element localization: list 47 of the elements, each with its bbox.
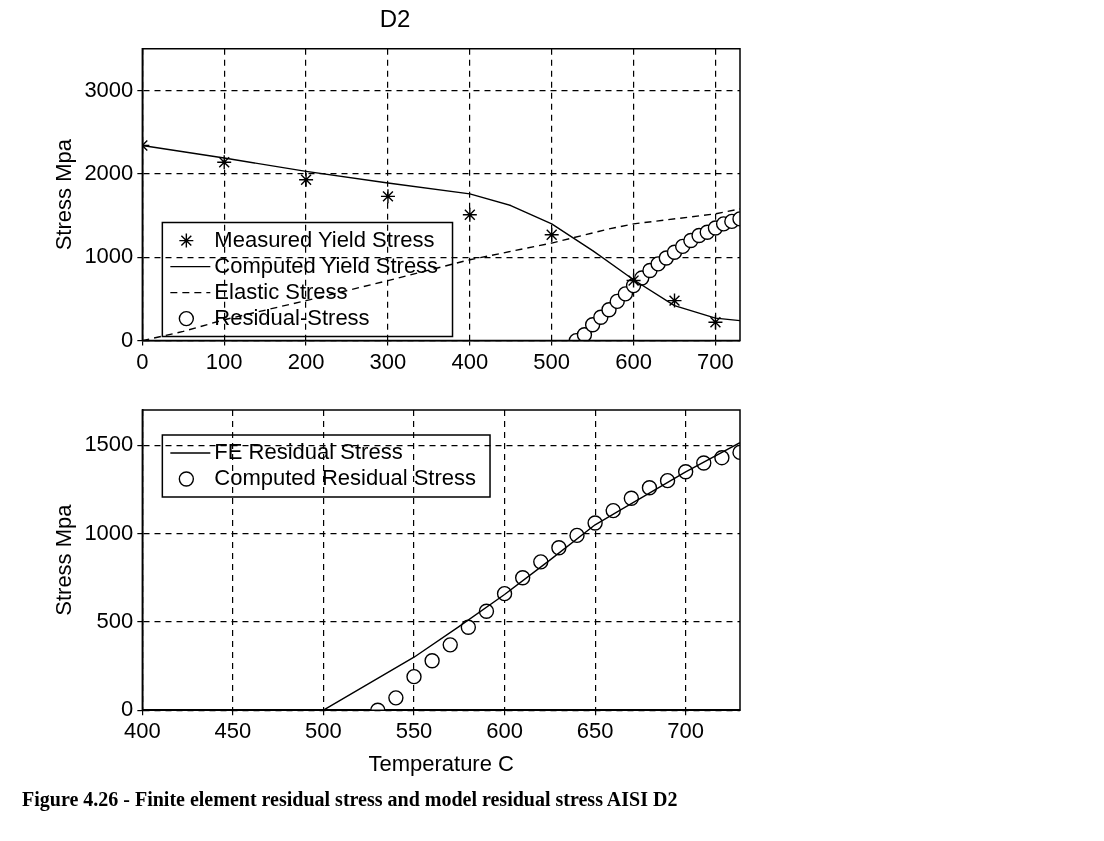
y-tick-label: 1000 xyxy=(84,243,134,269)
point xyxy=(666,292,683,309)
point xyxy=(462,207,478,223)
legend-label: Residual-Stress xyxy=(214,304,370,330)
point xyxy=(625,272,642,289)
point xyxy=(707,314,724,330)
x-tick-label: 650 xyxy=(576,718,614,744)
x-tick-label: 600 xyxy=(486,718,523,744)
point xyxy=(623,490,640,506)
legend-label: Measured Yield Stress xyxy=(214,226,435,252)
point xyxy=(576,327,593,341)
x-tick-label: 400 xyxy=(451,348,489,374)
point xyxy=(460,619,477,635)
x-axis-title: Temperature C xyxy=(368,750,515,776)
y-tick-label: 3000 xyxy=(84,76,134,102)
x-tick-label: 500 xyxy=(533,348,571,374)
y-tick-label: 2000 xyxy=(84,159,134,185)
point xyxy=(544,227,560,243)
legend-label: Computed Yield Stress xyxy=(214,252,439,278)
x-tick-label: 700 xyxy=(667,718,705,744)
point xyxy=(216,154,232,170)
y-axis-title: Stress Mpa xyxy=(51,503,77,616)
y-tick-label: 1000 xyxy=(84,519,134,545)
x-tick-label: 550 xyxy=(395,718,433,744)
chart-title: D2 xyxy=(379,5,411,33)
legend-label: Computed Residual Stress xyxy=(214,465,477,491)
point xyxy=(380,188,396,205)
y-axis-title: Stress Mpa xyxy=(51,138,77,251)
point xyxy=(714,449,730,466)
y-tick-label: 500 xyxy=(96,607,134,633)
x-tick-label: 500 xyxy=(305,718,342,744)
x-tick-label: 450 xyxy=(214,718,252,744)
legend-label: Elastic Stress xyxy=(214,278,348,304)
point xyxy=(641,480,658,496)
x-tick-label: 700 xyxy=(697,348,734,374)
x-tick-label: 100 xyxy=(205,348,243,374)
point xyxy=(298,171,314,188)
x-tick-label: 600 xyxy=(615,348,652,374)
x-tick-label: 300 xyxy=(369,348,407,374)
point xyxy=(442,637,458,653)
x-tick-label: 200 xyxy=(287,348,325,374)
point xyxy=(424,653,440,669)
point xyxy=(406,668,422,685)
point xyxy=(388,690,404,706)
y-tick-label: 1500 xyxy=(84,431,134,457)
caption: Figure 4.26 - Finite element residual stress and model residual stress AISI D2 xyxy=(22,788,678,811)
y-tick-label: 0 xyxy=(121,326,134,352)
